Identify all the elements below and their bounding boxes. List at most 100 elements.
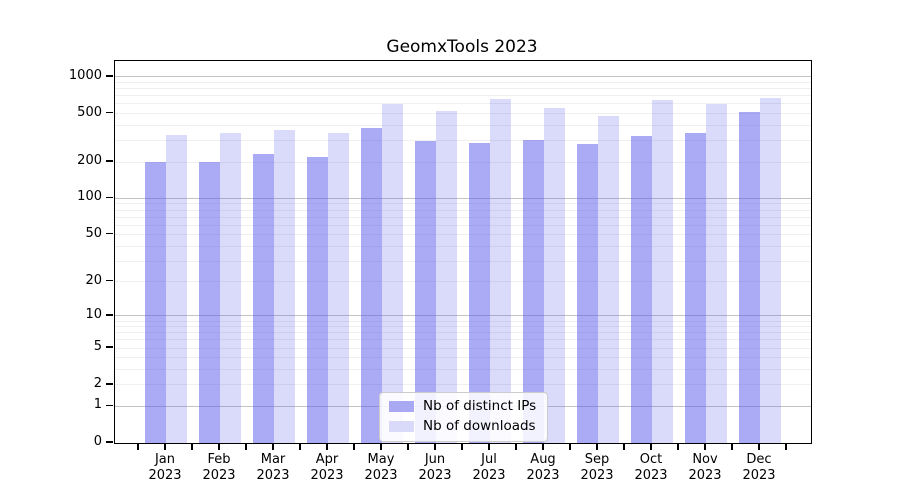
y-tick-label: 50 <box>85 225 102 241</box>
x-tick-mark <box>596 443 598 450</box>
legend-row-distinct-ips: Nb of distinct IPs <box>389 399 536 414</box>
y-tick-label: 1 <box>93 397 102 413</box>
legend-row-downloads: Nb of downloads <box>389 419 536 434</box>
x-tick-label: Jan 2023 <box>148 452 182 483</box>
x-tick-mark <box>650 443 652 450</box>
bar-distinct-ips-sep <box>577 143 598 443</box>
x-tick-label: Jul 2023 <box>472 452 506 483</box>
gridline <box>115 95 811 97</box>
gridline <box>115 124 811 126</box>
x-tick-label: Sep 2023 <box>580 452 614 483</box>
legend-label-distinct-ips: Nb of distinct IPs <box>423 398 537 414</box>
bar-downloads-oct <box>652 99 673 443</box>
y-tick-mark <box>106 75 113 77</box>
gridline <box>115 88 811 90</box>
gridline <box>115 197 811 199</box>
x-tick-mark <box>731 443 733 450</box>
bar-downloads-jan <box>166 134 187 443</box>
x-tick-mark <box>623 443 625 450</box>
bar-distinct-ips-nov <box>685 133 706 443</box>
gridline <box>115 347 811 349</box>
gridline <box>115 384 811 386</box>
x-tick-mark <box>164 443 166 450</box>
gridline <box>115 339 811 341</box>
y-tick-label: 500 <box>77 104 102 120</box>
x-tick-mark <box>353 443 355 450</box>
bar-distinct-ips-oct <box>631 136 652 443</box>
x-tick-label: Nov 2023 <box>688 452 722 483</box>
x-tick-mark <box>704 443 706 450</box>
bar-downloads-mar <box>274 129 295 443</box>
x-tick-mark <box>272 443 274 450</box>
gridline <box>115 326 811 328</box>
bar-distinct-ips-jan <box>145 162 166 443</box>
x-tick-mark <box>245 443 247 450</box>
x-tick-label: Jun 2023 <box>418 452 452 483</box>
y-tick-mark <box>106 111 113 114</box>
y-tick-label: 100 <box>77 189 102 205</box>
gridline <box>115 369 811 371</box>
legend-swatch-distinct-ips-icon <box>389 401 414 412</box>
bar-distinct-ips-apr <box>307 156 328 443</box>
gridline <box>115 161 811 163</box>
x-tick-mark <box>542 443 544 450</box>
y-tick-label: 20 <box>85 272 102 288</box>
x-tick-mark <box>326 443 328 450</box>
y-tick-mark <box>106 346 113 348</box>
gridline <box>115 224 811 226</box>
gridline <box>115 320 811 322</box>
bar-downloads-jun <box>436 111 457 443</box>
bar-distinct-ips-jul <box>469 142 490 443</box>
gridline <box>115 245 811 247</box>
y-tick-mark <box>106 196 113 199</box>
x-tick-label: Mar 2023 <box>256 452 290 483</box>
x-tick-mark <box>515 443 517 450</box>
gridline <box>115 281 811 283</box>
gridline <box>115 357 811 359</box>
bar-distinct-ips-aug <box>523 139 544 443</box>
legend-swatch-downloads-icon <box>389 421 414 432</box>
legend: Nb of distinct IPs Nb of downloads <box>379 392 549 442</box>
x-tick-mark <box>434 443 436 450</box>
x-tick-label: Aug 2023 <box>526 452 560 483</box>
y-tick-label: 10 <box>85 306 102 322</box>
y-tick-label: 5 <box>93 339 102 355</box>
y-tick-mark <box>106 441 113 443</box>
bar-distinct-ips-dec <box>739 112 760 443</box>
x-tick-mark <box>677 443 679 450</box>
x-tick-label: Oct 2023 <box>634 452 668 483</box>
bar-distinct-ips-mar <box>253 154 274 443</box>
gridline <box>115 140 811 142</box>
gridline <box>115 82 811 84</box>
x-tick-mark <box>758 443 760 450</box>
y-tick-mark <box>106 279 113 282</box>
bar-downloads-nov <box>706 103 727 443</box>
x-tick-mark <box>569 443 571 450</box>
x-tick-label: Apr 2023 <box>310 452 344 483</box>
bar-distinct-ips-feb <box>199 161 220 443</box>
bar-downloads-may <box>382 103 403 443</box>
y-tick-mark <box>106 160 113 162</box>
x-tick-mark <box>191 443 193 450</box>
plot-area: Nb of distinct IPs Nb of downloads <box>114 60 812 444</box>
x-tick-label: May 2023 <box>364 452 398 483</box>
gridline <box>115 209 811 211</box>
legend-label-downloads: Nb of downloads <box>423 418 536 434</box>
bar-distinct-ips-may <box>361 128 382 443</box>
y-tick-mark <box>106 383 113 385</box>
bar-downloads-feb <box>220 132 241 443</box>
y-tick-label: 1000 <box>68 67 102 83</box>
x-tick-mark <box>785 443 787 450</box>
gridline <box>115 76 811 78</box>
y-tick-mark <box>106 404 113 407</box>
x-tick-label: Feb 2023 <box>202 452 236 483</box>
x-tick-mark <box>461 443 463 450</box>
bar-downloads-sep <box>598 116 619 443</box>
gridline <box>115 216 811 218</box>
x-tick-mark <box>218 443 220 450</box>
x-tick-mark <box>137 443 139 450</box>
gridline <box>115 203 811 205</box>
x-tick-label: Dec 2023 <box>742 452 776 483</box>
x-tick-mark <box>299 443 301 450</box>
